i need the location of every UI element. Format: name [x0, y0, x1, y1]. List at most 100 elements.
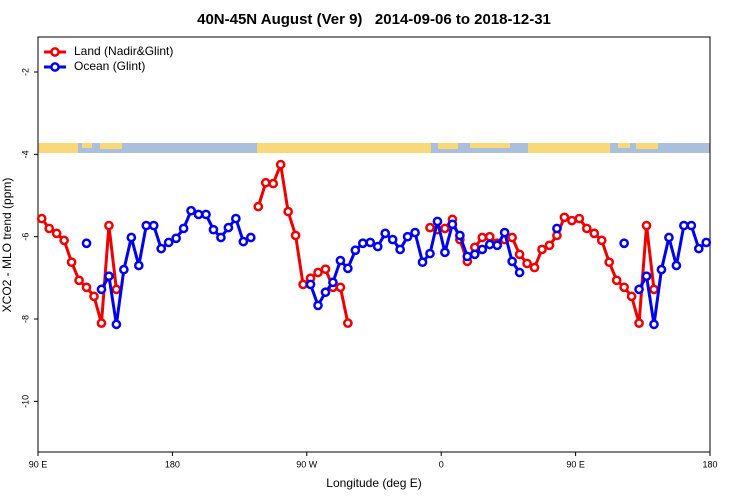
- data-point: [111, 284, 122, 295]
- data-point: [701, 237, 712, 248]
- data-point: [656, 264, 667, 275]
- data-point: [499, 227, 510, 238]
- data-point: [193, 209, 204, 220]
- data-point: [462, 251, 473, 262]
- data-point: [626, 291, 637, 302]
- data-point: [387, 234, 398, 245]
- data-point: [283, 206, 293, 217]
- data-point: [305, 279, 316, 290]
- data-point: [328, 277, 338, 288]
- data-point: [96, 318, 107, 328]
- data-point: [245, 232, 256, 243]
- data-point: [343, 263, 353, 274]
- data-point: [484, 239, 495, 250]
- data-point: [649, 284, 659, 295]
- x-tick-label: 90 W: [296, 459, 318, 469]
- data-point: [537, 244, 547, 255]
- data-point: [574, 213, 585, 224]
- legend: Land (Nadir&Glint)Ocean (Glint): [44, 44, 173, 73]
- data-point: [469, 249, 480, 260]
- data-point: [507, 232, 517, 243]
- data-point: [522, 258, 532, 269]
- data-point: [275, 159, 286, 170]
- data-point: [156, 243, 167, 254]
- data-point: [514, 249, 525, 260]
- chart-title: 40N-45N August (Ver 9) 2014-09-06 to 201…: [197, 11, 551, 28]
- data-point: [514, 267, 525, 278]
- data-point: [634, 284, 644, 295]
- legend-label: Ocean (Glint): [74, 59, 145, 73]
- data-point: [81, 282, 92, 293]
- data-point: [111, 319, 122, 330]
- y-tick-label: -10: [20, 395, 30, 408]
- data-point: [133, 260, 144, 271]
- data-point: [395, 244, 405, 255]
- data-point: [74, 275, 84, 286]
- data-point: [163, 237, 174, 248]
- data-point: [89, 291, 99, 302]
- data-point: [477, 232, 488, 243]
- data-point: [343, 318, 353, 328]
- data-point: [581, 223, 592, 234]
- x-tick-label: 180: [702, 459, 717, 469]
- data-point: [186, 205, 196, 216]
- data-point: [268, 178, 279, 189]
- data-point: [529, 262, 540, 273]
- data-point: [693, 243, 704, 254]
- data-point: [425, 248, 435, 259]
- data-point: [380, 228, 391, 239]
- data-point: [596, 235, 607, 246]
- data-point: [664, 232, 674, 243]
- data-point: [619, 238, 629, 249]
- x-tick-label: 180: [165, 459, 180, 469]
- data-point: [201, 209, 211, 220]
- land-ocean-strip: [38, 143, 710, 153]
- data-point: [253, 201, 264, 212]
- data-point: [432, 216, 443, 227]
- data-point: [455, 230, 465, 241]
- data-point: [81, 238, 92, 249]
- data-point: [641, 220, 652, 231]
- data-point: [290, 230, 301, 241]
- data-point: [313, 267, 323, 278]
- y-tick-label: -2: [20, 68, 30, 76]
- data-point: [260, 177, 271, 188]
- data-point: [365, 237, 376, 248]
- data-point: [679, 220, 689, 231]
- data-point: [350, 245, 361, 256]
- data-point: [126, 232, 137, 243]
- data-point: [59, 235, 69, 246]
- data-point: [589, 228, 600, 239]
- data-point: [619, 282, 629, 293]
- data-point: [44, 223, 55, 234]
- data-point: [544, 240, 555, 251]
- legend-label: Land (Nadir&Glint): [74, 44, 173, 58]
- data-point: [686, 220, 697, 231]
- data-point: [492, 240, 503, 251]
- data-point: [425, 222, 435, 233]
- data-point: [417, 257, 428, 268]
- y-tick-label: -4: [20, 150, 30, 158]
- data-point: [51, 228, 62, 239]
- data-point: [96, 284, 107, 295]
- data-point: [410, 227, 420, 238]
- data-point: [335, 282, 346, 293]
- data-point: [104, 271, 114, 282]
- data-point: [104, 220, 114, 231]
- data-point: [171, 233, 181, 244]
- legend-marker: [50, 62, 60, 72]
- data-point: [611, 275, 622, 286]
- data-point: [671, 260, 682, 271]
- series-line: [100, 209, 708, 326]
- data-point: [559, 212, 570, 223]
- data-point: [313, 300, 323, 311]
- data-point: [298, 279, 308, 290]
- data-point: [567, 215, 577, 226]
- data-point: [141, 220, 152, 231]
- data-point: [36, 213, 47, 224]
- x-axis-label: Longitude (deg E): [326, 476, 421, 490]
- data-point: [641, 271, 652, 282]
- data-point: [357, 238, 368, 249]
- x-tick-label: 90 E: [29, 459, 48, 469]
